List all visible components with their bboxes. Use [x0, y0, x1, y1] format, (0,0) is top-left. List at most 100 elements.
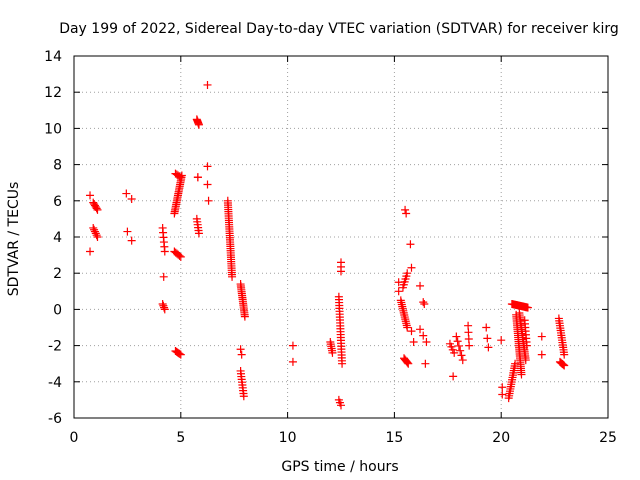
- y-tick-label: 4: [53, 230, 62, 246]
- data-point: [176, 252, 185, 261]
- data-point: [558, 360, 567, 369]
- data-point: [453, 337, 462, 346]
- data-point: [158, 299, 167, 308]
- y-tick-label: 0: [53, 302, 62, 318]
- y-axis-label: SDTVAR / TECUs: [6, 182, 22, 297]
- y-tick-label: -4: [48, 375, 62, 391]
- axis-ticks: [73, 55, 609, 419]
- data-point: [89, 223, 98, 232]
- data-point: [537, 350, 546, 359]
- data-point: [559, 360, 568, 369]
- x-tick-label: 15: [385, 430, 403, 446]
- data-point: [421, 359, 430, 368]
- data-point: [537, 332, 546, 341]
- data-point: [416, 325, 425, 334]
- data-point: [239, 392, 248, 401]
- x-tick-labels: 0 5 10 15 20 25: [70, 430, 617, 446]
- x-tick-label: 0: [70, 430, 79, 446]
- y-tick-label: 6: [53, 194, 62, 210]
- data-point: [337, 401, 345, 410]
- data-point: [194, 120, 203, 129]
- data-point: [127, 194, 136, 203]
- data-point: [90, 227, 99, 236]
- data-point: [228, 272, 237, 281]
- data-point: [402, 209, 411, 218]
- data-point: [288, 341, 297, 350]
- x-tick-label: 10: [279, 430, 297, 446]
- data-points: [86, 80, 569, 410]
- data-point: [456, 346, 465, 355]
- data-point: [407, 263, 416, 272]
- data-point: [403, 358, 412, 367]
- y-tick-label: 12: [44, 85, 62, 101]
- data-point: [406, 240, 415, 249]
- data-point: [422, 337, 431, 346]
- data-point: [404, 359, 413, 368]
- data-point: [420, 299, 429, 308]
- data-point: [497, 336, 506, 345]
- data-point: [92, 204, 101, 213]
- data-point: [86, 247, 95, 256]
- data-point: [482, 323, 491, 332]
- data-point: [92, 231, 101, 240]
- data-point: [175, 349, 184, 358]
- x-tick-label: 5: [176, 430, 185, 446]
- x-tick-label: 20: [492, 430, 510, 446]
- data-point: [560, 361, 569, 370]
- data-point: [560, 350, 569, 359]
- data-point: [203, 180, 212, 189]
- data-point: [194, 229, 203, 238]
- data-point: [457, 351, 466, 360]
- data-point: [403, 269, 412, 278]
- data-point: [483, 334, 492, 343]
- data-point: [521, 356, 530, 365]
- data-point: [484, 343, 493, 352]
- data-point: [176, 350, 185, 359]
- data-point: [458, 356, 467, 365]
- x-axis-label: GPS time / hours: [281, 459, 398, 475]
- data-point: [122, 189, 131, 198]
- data-point: [90, 225, 99, 234]
- data-point: [86, 191, 95, 200]
- data-point: [498, 390, 507, 399]
- chart-title: Day 199 of 2022, Sidereal Day-to-day VTE…: [59, 21, 619, 37]
- data-point: [450, 348, 459, 357]
- data-point: [159, 301, 168, 310]
- data-point: [328, 348, 337, 357]
- data-point: [159, 272, 168, 281]
- data-point: [523, 303, 532, 312]
- y-tick-label: 8: [53, 158, 62, 174]
- y-tick-label: 10: [44, 121, 62, 137]
- data-point: [203, 162, 212, 171]
- data-point: [123, 227, 132, 236]
- data-point: [236, 345, 245, 354]
- y-tick-labels: -6 -4 -2 0 2 4 6 8 10 12 14: [44, 49, 62, 427]
- data-point: [91, 229, 100, 238]
- y-tick-label: 14: [44, 49, 62, 65]
- data-point: [419, 298, 428, 307]
- data-point: [240, 312, 249, 321]
- y-tick-label: -6: [48, 411, 62, 427]
- x-tick-label: 25: [599, 430, 617, 446]
- data-point: [416, 281, 425, 290]
- data-point: [127, 236, 136, 245]
- data-point: [237, 350, 246, 359]
- data-point: [394, 287, 403, 296]
- data-point: [452, 332, 461, 341]
- y-tick-label: -2: [48, 339, 62, 355]
- data-point: [407, 327, 416, 336]
- data-point: [419, 331, 428, 340]
- data-point: [401, 205, 410, 214]
- data-point: [160, 305, 169, 314]
- data-point: [175, 172, 184, 181]
- data-point: [160, 303, 169, 312]
- y-tick-label: 2: [53, 266, 62, 282]
- data-point: [93, 233, 102, 241]
- data-point: [193, 173, 202, 182]
- data-point: [403, 323, 412, 332]
- data-point: [337, 267, 345, 276]
- data-point: [203, 80, 212, 89]
- data-point: [517, 370, 526, 379]
- data-point: [498, 383, 507, 392]
- data-point: [465, 341, 474, 350]
